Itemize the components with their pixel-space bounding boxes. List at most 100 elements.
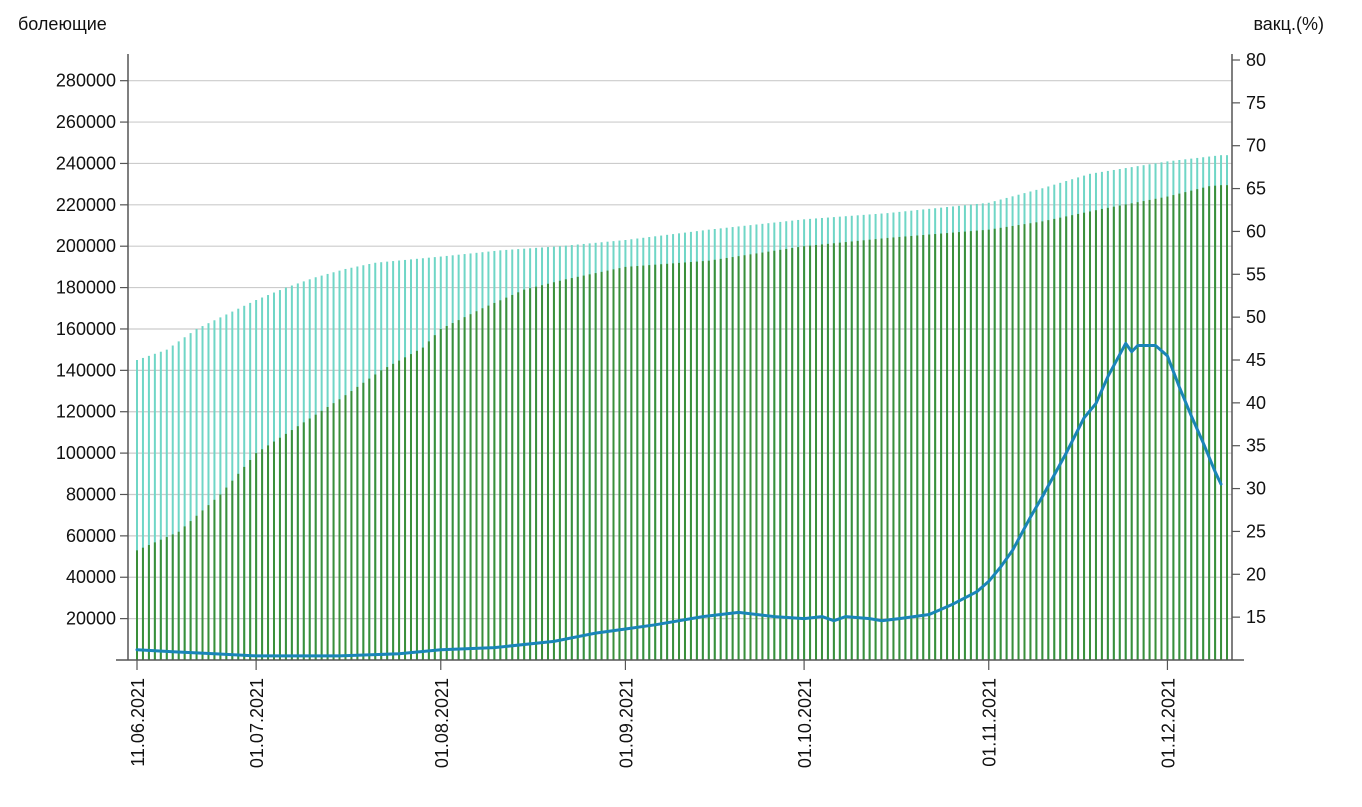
green-bar bbox=[957, 232, 960, 661]
y-right-tick-label: 35 bbox=[1246, 436, 1266, 456]
green-bar bbox=[797, 247, 800, 661]
y-right-tick-label: 80 bbox=[1246, 50, 1266, 70]
y-right-tick-label: 20 bbox=[1246, 564, 1266, 584]
cyan-bar bbox=[136, 360, 138, 660]
y-left-tick-label: 20000 bbox=[66, 609, 116, 629]
y-right-tick-label: 30 bbox=[1246, 479, 1266, 499]
green-bar bbox=[600, 271, 603, 660]
green-bar bbox=[195, 515, 198, 660]
green-bar bbox=[368, 378, 371, 660]
y-left-tick-label: 120000 bbox=[56, 402, 116, 422]
green-bar bbox=[445, 326, 448, 660]
green-bar bbox=[398, 360, 401, 660]
y-right-tick-label: 40 bbox=[1246, 393, 1266, 413]
green-bar bbox=[213, 499, 216, 660]
green-bar bbox=[1214, 185, 1217, 661]
green-bar bbox=[666, 263, 669, 660]
green-bar bbox=[332, 403, 335, 660]
green-bar bbox=[237, 473, 240, 660]
green-bar bbox=[1100, 208, 1103, 660]
green-bar bbox=[1172, 195, 1175, 660]
y-left-tick-label: 40000 bbox=[66, 567, 116, 587]
green-bar bbox=[1196, 189, 1199, 660]
green-bar bbox=[499, 300, 502, 660]
green-bar bbox=[1148, 199, 1151, 660]
green-bar bbox=[427, 341, 430, 660]
green-bar bbox=[1106, 207, 1109, 661]
green-bar bbox=[916, 235, 919, 661]
green-bar bbox=[1011, 225, 1014, 661]
green-bar bbox=[493, 302, 496, 660]
green-bar bbox=[1154, 198, 1157, 660]
green-bar bbox=[409, 354, 412, 660]
green-bar bbox=[975, 230, 978, 661]
y-left-tick-label: 140000 bbox=[56, 360, 116, 380]
y-right-tick-label: 25 bbox=[1246, 521, 1266, 541]
green-bar bbox=[1226, 185, 1228, 660]
green-bar bbox=[934, 234, 937, 661]
green-bar bbox=[731, 257, 734, 660]
green-bar bbox=[1190, 190, 1193, 661]
green-bar bbox=[952, 232, 955, 661]
green-bar bbox=[946, 233, 949, 661]
green-bar bbox=[165, 537, 168, 660]
green-bar bbox=[880, 238, 883, 661]
green-bar bbox=[1160, 197, 1163, 661]
green-bar bbox=[785, 248, 788, 660]
green-bar bbox=[725, 257, 728, 660]
y-left-tick-label: 160000 bbox=[56, 319, 116, 339]
green-bar bbox=[660, 264, 663, 660]
green-bar bbox=[862, 240, 865, 660]
green-bar bbox=[267, 445, 270, 660]
green-bar bbox=[183, 526, 186, 660]
y-right-tick-label: 70 bbox=[1246, 136, 1266, 156]
green-bar bbox=[874, 239, 877, 661]
cyan-bar bbox=[213, 320, 216, 660]
green-bar bbox=[844, 242, 847, 660]
green-bar bbox=[523, 289, 526, 660]
green-bar bbox=[284, 433, 287, 660]
green-bar bbox=[541, 285, 544, 660]
x-tick-label: 01.07.2021 bbox=[247, 678, 267, 768]
green-bar bbox=[999, 227, 1002, 660]
y-right-tick-label: 65 bbox=[1246, 179, 1266, 199]
green-bar bbox=[177, 531, 180, 660]
green-bar bbox=[457, 320, 460, 660]
green-bar bbox=[1023, 224, 1026, 660]
green-bar bbox=[815, 245, 818, 660]
green-bar bbox=[1112, 206, 1115, 660]
green-bar bbox=[249, 460, 252, 660]
green-bar bbox=[678, 262, 681, 660]
green-bar bbox=[1178, 193, 1181, 660]
green-bar bbox=[296, 426, 299, 660]
green-bar bbox=[826, 243, 829, 661]
green-bar bbox=[773, 250, 776, 660]
green-bar bbox=[1184, 192, 1187, 660]
line-series bbox=[135, 341, 1223, 658]
green-bar bbox=[1017, 225, 1020, 660]
green-bar bbox=[326, 406, 329, 660]
green-bar bbox=[564, 279, 567, 660]
x-tick-label: 01.08.2021 bbox=[432, 678, 452, 768]
green-bar bbox=[969, 231, 972, 661]
green-bar bbox=[231, 480, 234, 660]
green-bar bbox=[487, 305, 490, 660]
green-bar bbox=[153, 542, 156, 660]
green-bar bbox=[546, 283, 549, 660]
green-bar bbox=[636, 266, 639, 660]
green-bar bbox=[761, 252, 764, 661]
green-bar bbox=[630, 266, 633, 660]
x-tick-label: 11.06.2021 bbox=[128, 678, 148, 767]
green-bar bbox=[374, 374, 377, 660]
cyan-bar bbox=[171, 345, 174, 660]
y-right-tick-label: 55 bbox=[1246, 264, 1266, 284]
green-bar bbox=[171, 534, 174, 660]
green-bar bbox=[481, 308, 484, 660]
green-bar bbox=[356, 386, 359, 660]
green-bar bbox=[963, 231, 966, 661]
green-bar bbox=[1047, 220, 1050, 660]
green-bar bbox=[606, 270, 609, 660]
green-bar bbox=[737, 256, 740, 660]
green-bar bbox=[1029, 223, 1032, 660]
